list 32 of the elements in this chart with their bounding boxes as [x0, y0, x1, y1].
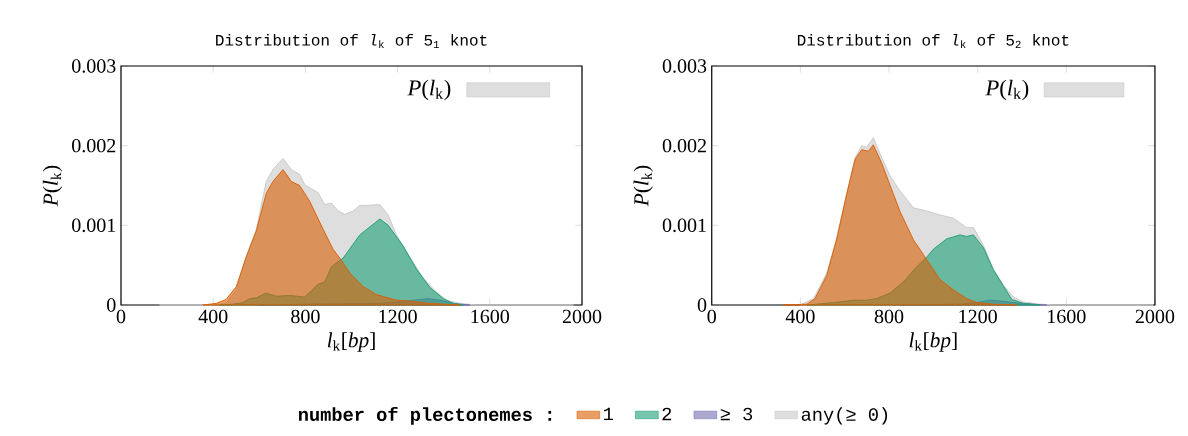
x-tick-label: 800: [291, 309, 320, 324]
x-tick-label: 1200: [379, 309, 417, 324]
x-tick-label: 2000: [1135, 309, 1175, 324]
x-tick-label: 1600: [471, 309, 510, 324]
legend-label: any(≥ 0): [801, 407, 888, 425]
x-tick-label: 1200: [959, 309, 997, 324]
y-tick-label: 0.002: [662, 138, 706, 153]
x-tick-label: 400: [198, 309, 228, 324]
y-tick-label: 0: [697, 298, 707, 312]
x-tick-label: 800: [874, 309, 904, 324]
x-tick-label: 2000: [562, 309, 602, 324]
chart-title: Distribution of l$_{k}$ of 5$_{1}$ knot: [216, 33, 487, 48]
annotation: P(l$_{k}$): [985, 79, 1029, 101]
legend-label: ≥ 3: [720, 407, 753, 421]
y-axis-title: P(l$_{k}$): [633, 165, 653, 207]
y-tick-label: 0.001: [72, 218, 116, 233]
x-tick-label: 1600: [1048, 309, 1086, 324]
x-tick-label: 400: [785, 309, 815, 324]
x-axis-title: l$_{k}$[bp]: [327, 332, 375, 352]
chart-title: Distribution of l$_{k}$ of 5$_{2}$ knot: [797, 33, 1069, 48]
x-tick-label: 0: [116, 309, 126, 324]
legend-label: 1: [604, 407, 614, 421]
y-tick-label: 0.003: [662, 59, 707, 73]
annotation: P(l$_{k}$): [407, 79, 451, 101]
legend-label: 2: [662, 407, 672, 421]
y-tick-label: 0.001: [662, 218, 706, 233]
x-axis-title: l$_{k}$[bp]: [909, 332, 957, 352]
y-tick-label: 0: [107, 298, 116, 312]
y-tick-label: 0.003: [72, 59, 116, 73]
legend-title: number of plectonemes :: [299, 407, 552, 425]
y-axis-title: P(l$_{k}$): [42, 165, 63, 207]
y-tick-label: 0.002: [72, 138, 116, 153]
